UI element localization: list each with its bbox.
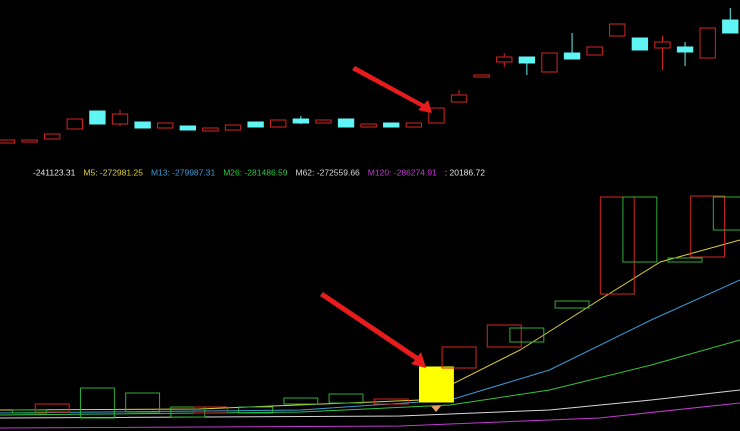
legend-entry: : 20186.72 <box>445 167 485 177</box>
candle-body <box>66 118 83 130</box>
legend-entry: -241123.31 <box>33 167 76 177</box>
indicator-box <box>170 406 206 418</box>
candle-body <box>0 139 16 144</box>
indicator-box <box>125 392 161 413</box>
indicator-box <box>238 406 274 414</box>
candle-body <box>473 74 490 78</box>
candle-body <box>292 118 310 124</box>
legend-entry: M62: -272559.66 <box>296 167 361 177</box>
indicator-box <box>690 195 726 258</box>
indicator-box <box>192 406 228 414</box>
indicator-line <box>0 402 740 429</box>
indicator-box <box>554 300 590 309</box>
indicator-box <box>441 346 477 369</box>
candle-body <box>315 119 332 124</box>
legend-entry: M5: -272981.25 <box>83 167 143 177</box>
candle-body <box>496 56 513 63</box>
indicator-box <box>509 327 545 343</box>
candle-body <box>428 107 445 124</box>
arrow-bottom <box>320 292 426 368</box>
candle-body <box>722 19 739 34</box>
candle-body <box>202 127 219 132</box>
candle-body <box>383 122 400 128</box>
indicator-box <box>622 196 658 263</box>
candle-body <box>676 46 694 53</box>
legend-entry: M26: -281486.59 <box>223 167 288 177</box>
candle-body <box>609 23 626 37</box>
indicator-box <box>486 324 522 348</box>
candle-body <box>541 52 558 73</box>
candle-body <box>157 122 174 129</box>
indicator-box <box>34 403 70 413</box>
indicator-box <box>79 387 115 419</box>
candle-body <box>586 46 603 56</box>
candle-body <box>518 56 536 64</box>
candle-body <box>360 123 377 128</box>
candle-body <box>563 52 581 60</box>
indicator-box <box>328 393 364 404</box>
candle-body <box>450 94 468 103</box>
indicator-legend: -241123.31 M5: -272981.25 M13: -279987.31 M… <box>33 167 485 177</box>
legend-entry: M13: -279987.31 <box>151 167 216 177</box>
marks <box>0 8 740 429</box>
candle-body <box>111 113 129 125</box>
indicator-box <box>418 366 454 403</box>
candle-body <box>699 27 716 59</box>
indicator-line <box>0 239 740 411</box>
arrow-top <box>352 66 432 113</box>
candle-body <box>654 41 671 49</box>
candle-body <box>631 37 649 51</box>
signal-marker <box>431 406 441 412</box>
candle-body <box>405 122 423 128</box>
indicator-box <box>712 196 740 231</box>
indicator-box <box>599 196 635 295</box>
indicator-box <box>667 257 703 263</box>
indicator-line <box>0 279 740 414</box>
candle-body <box>270 119 287 128</box>
candle-body <box>337 118 355 128</box>
indicator-line <box>0 389 740 419</box>
candle-body <box>134 121 151 129</box>
candle-body <box>89 110 106 125</box>
candle-body <box>44 133 61 140</box>
indicator-box <box>373 398 409 405</box>
indicator-box <box>283 397 319 405</box>
candle-body <box>224 124 242 131</box>
candle-body <box>247 121 264 128</box>
legend-entry: M120: -286274.91 <box>368 167 437 177</box>
candle-body <box>21 139 38 143</box>
candle-body <box>179 125 197 131</box>
